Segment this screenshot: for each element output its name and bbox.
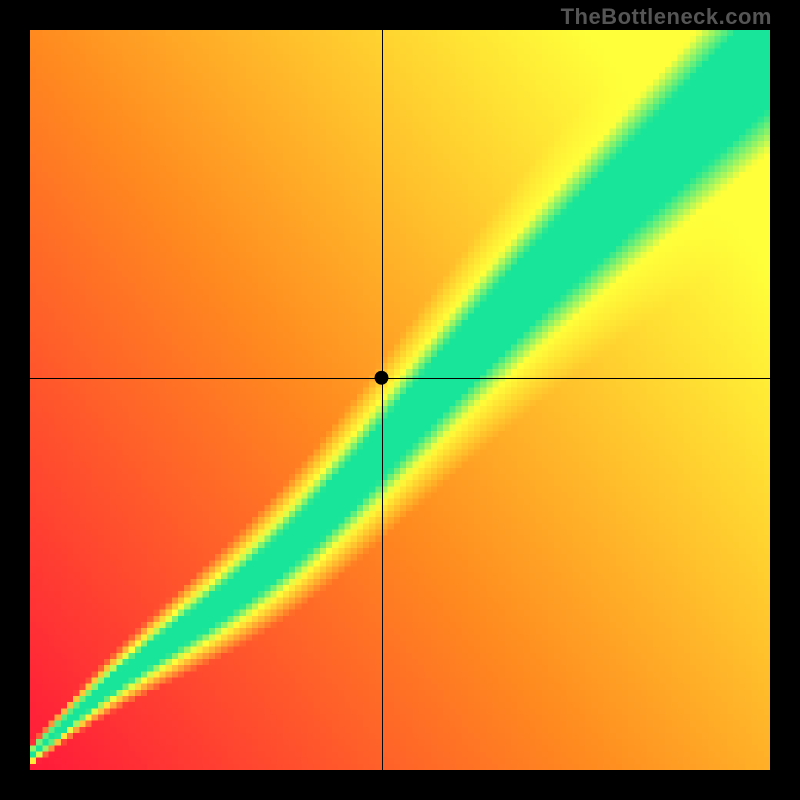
watermark-text: TheBottleneck.com [561, 4, 772, 30]
crosshair-overlay [30, 30, 770, 770]
chart-container: { "watermark": "TheBottleneck.com", "wat… [0, 0, 800, 800]
